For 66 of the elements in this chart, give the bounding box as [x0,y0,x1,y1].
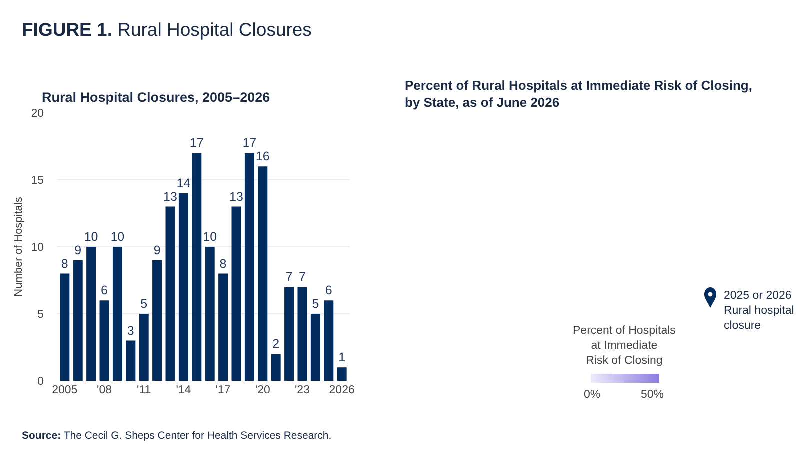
bar [60,274,70,381]
bar [86,247,96,381]
data-label: 14 [176,176,191,190]
data-label: 5 [312,297,320,311]
source-note: Source: The Cecil G. Sheps Center for Health Services Research. [22,430,332,442]
y-tick-label: 20 [31,108,44,120]
bar [218,274,228,381]
text: 50% [641,389,664,401]
bar [298,287,308,381]
chart-title: Rural Hospital Closures, 2005–2026 [42,90,271,105]
bar [244,153,254,381]
data-label: 13 [230,190,244,204]
y-tick-label: 5 [38,309,44,322]
x-tick-label: '23 [294,384,310,396]
bar [100,300,110,381]
data-label: 17 [190,136,204,150]
data-label: 9 [154,243,161,258]
bar [284,287,294,381]
y-tick-label: 0 [38,376,44,388]
data-label: 16 [256,150,270,164]
x-tick-label: 2026 [329,384,355,396]
data-label: 8 [61,256,68,271]
text: 0% [584,389,601,401]
data-label: 1 [338,350,346,365]
bar [73,260,83,381]
bar [310,314,320,381]
text: Percent of Hospitals at Immediate Risk of Closing [573,325,676,367]
bar [337,368,347,381]
text: 2025 or 2026 Rural hospital closure [724,290,794,332]
bar [258,166,268,381]
x-tick-label: '17 [216,384,231,396]
data-label: 6 [101,284,108,298]
y-tick-label: 15 [31,175,44,188]
bar [178,193,188,381]
data-label: 10 [203,230,218,244]
data-label: 6 [325,284,332,298]
caption: FIGURE 1. Rural Hospital Closures [22,19,312,40]
x-tick-label: '14 [176,384,192,396]
bar [324,300,334,381]
bar [112,247,122,381]
x-tick-label: '20 [255,384,270,396]
bar [192,153,202,381]
bar [139,314,149,381]
data-label: 9 [74,243,82,258]
bar [232,206,242,381]
data-label: 3 [127,324,134,338]
x-tick-label: '11 [137,384,152,396]
data-label: 5 [140,297,148,311]
data-label: 7 [286,270,293,284]
y-tick-label: 10 [31,242,44,254]
bar [126,340,136,381]
data-label: 2 [272,337,280,352]
bar [152,260,162,381]
data-label: 10 [84,230,98,244]
text: Percent of Rural Hospitals at Immediate Risk of Closing, by State, as of June 2026 [405,78,752,110]
x-tick-label: 2005 [52,384,78,396]
bar [205,247,215,381]
x-tick-label: '08 [97,384,112,396]
bar [166,206,176,381]
data-label: 13 [164,190,178,204]
data-label: 7 [298,270,306,284]
data-label: 8 [220,256,227,271]
y-axis-title: Number of Hospitals [12,196,25,297]
bar [271,354,281,381]
data-label: 17 [242,136,257,150]
data-label: 10 [110,230,125,244]
